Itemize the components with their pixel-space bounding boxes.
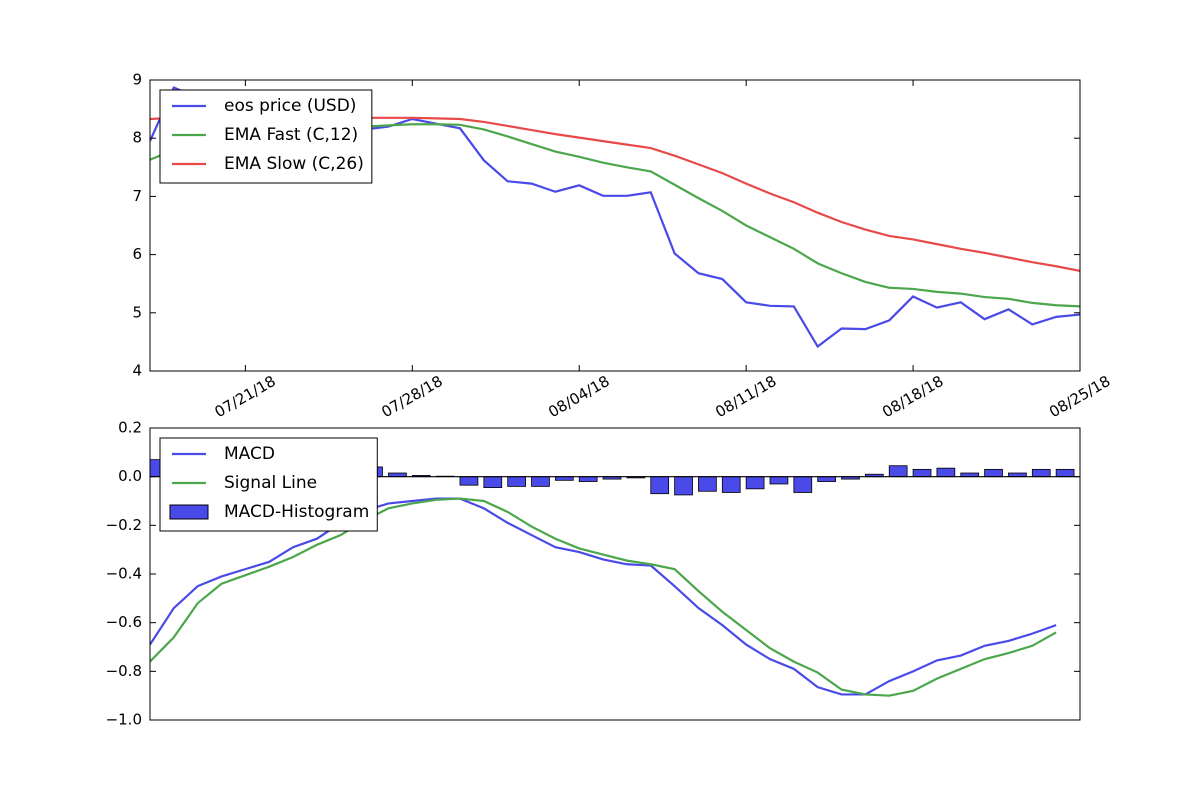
y-tick-label: 4 (132, 362, 142, 380)
legend-label: EMA Fast (C,12) (224, 125, 358, 145)
histogram-bar (459, 476, 479, 486)
y-tick-label: −0.2 (106, 516, 142, 534)
y-tick-label: 7 (132, 187, 142, 205)
legend-label: EMA Slow (C,26) (224, 154, 364, 174)
histogram-bar (674, 476, 693, 496)
histogram-bar (1031, 468, 1051, 478)
histogram-bar (936, 467, 956, 478)
legend-label: Signal Line (224, 473, 317, 493)
y-tick-label: 6 (132, 245, 142, 263)
x-tick-label: 08/04/18 (545, 372, 612, 421)
x-tick-label: 08/18/18 (879, 372, 946, 421)
y-tick-label: 8 (132, 129, 142, 147)
histogram-bar (817, 476, 836, 482)
histogram-bar (745, 476, 765, 490)
y-tick-label: −0.4 (106, 565, 142, 583)
y-tick-label: 5 (132, 303, 142, 321)
histogram-bar (531, 476, 550, 487)
histogram-bar (578, 476, 598, 482)
legend-label: eos price (USD) (224, 96, 356, 116)
legend: MACD Signal Line MACD-Histogram (159, 437, 378, 532)
legend-label: MACD (224, 444, 275, 464)
y-tick-label: 0.2 (118, 419, 142, 437)
legend-label: MACD-Histogram (224, 502, 369, 522)
histogram-bar (793, 476, 813, 493)
series-line (150, 497, 1057, 696)
x-tick-label: 08/25/18 (1046, 372, 1113, 421)
histogram-bar (769, 476, 789, 485)
y-tick-label: −0.8 (106, 662, 142, 680)
x-tick-label: 08/11/18 (712, 372, 779, 421)
series-line (150, 497, 1057, 697)
legend-swatch (169, 504, 209, 520)
y-tick-label: −1.0 (106, 711, 142, 729)
y-tick-label: 0.0 (118, 467, 142, 485)
histogram-bar (984, 468, 1003, 478)
histogram-bar (507, 476, 526, 487)
histogram-bar (721, 476, 741, 493)
legend: eos price (USD) EMA Fast (C,12) EMA Slow (… (159, 89, 373, 184)
histogram-bar (888, 465, 908, 478)
x-tick-label: 07/28/18 (378, 372, 445, 421)
x-tick-label: 07/21/18 (211, 372, 278, 421)
histogram-bar (483, 476, 503, 489)
y-tick-label: 9 (132, 71, 142, 89)
y-tick-label: −0.6 (106, 613, 142, 631)
histogram-bar (650, 476, 670, 495)
histogram-bar (912, 468, 932, 478)
axes-frame (149, 79, 1081, 372)
axes-frame (149, 427, 1081, 721)
histogram-bar (1055, 468, 1075, 478)
histogram-bar (698, 476, 717, 492)
